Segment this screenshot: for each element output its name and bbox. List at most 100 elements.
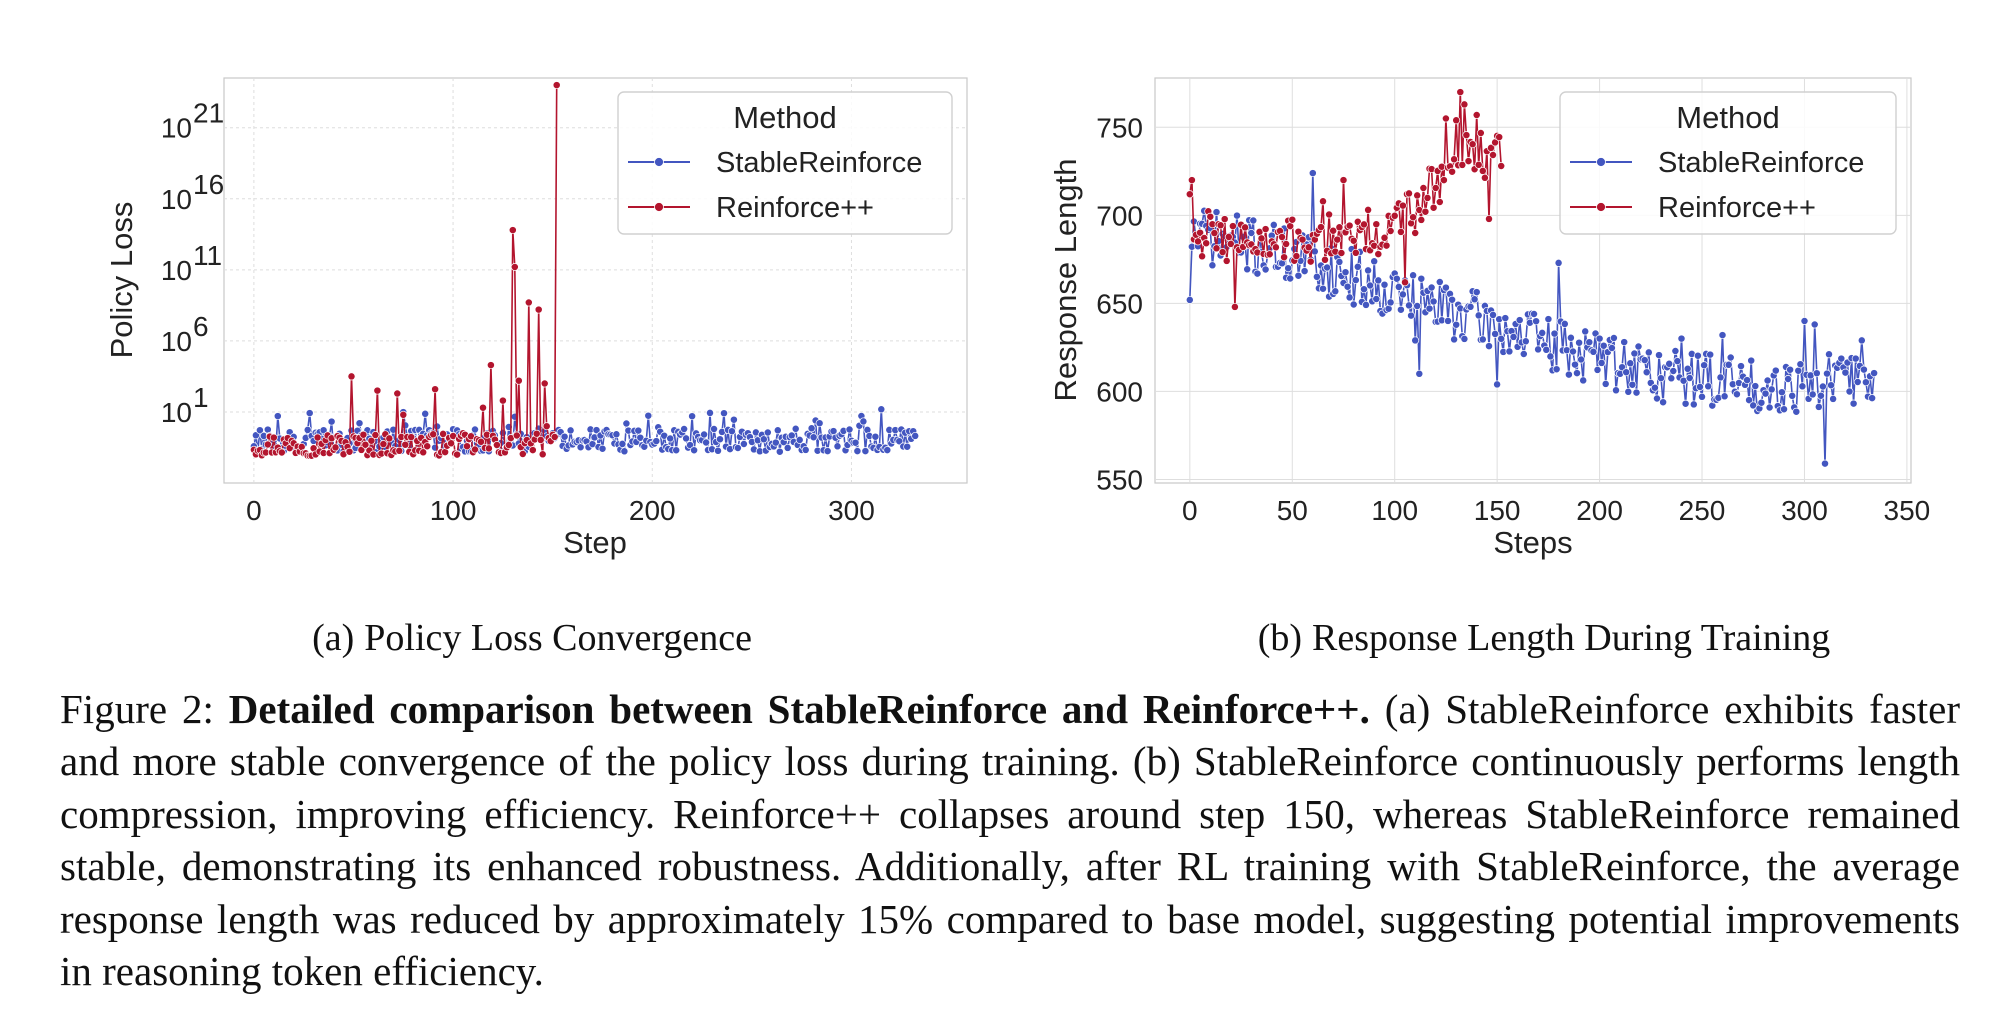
data-point-b — [1747, 356, 1756, 365]
data-point-b — [1452, 320, 1461, 329]
data-point-b — [1620, 338, 1629, 347]
data-point-b — [1405, 301, 1413, 310]
data-point-b — [1468, 140, 1477, 149]
data-point-b — [1353, 262, 1362, 271]
data-point-b — [1851, 354, 1860, 363]
data-point-a — [739, 440, 748, 448]
data-point-b — [1653, 394, 1661, 403]
data-point-a — [373, 386, 382, 395]
panel-b-response-length: 0 50 100 150 200 250 300 350 550 600 650 700 750 Ste… — [1048, 77, 1930, 659]
data-point-b — [1704, 382, 1713, 391]
data-point-a — [536, 435, 545, 444]
data-point-a — [492, 441, 501, 449]
data-point-a — [791, 424, 800, 433]
data-point-b — [1501, 314, 1510, 323]
data-point-b — [1757, 398, 1766, 407]
data-point-a — [851, 438, 860, 447]
data-point-b — [1698, 392, 1706, 401]
data-point-a — [829, 427, 838, 436]
data-point-b — [1732, 390, 1741, 399]
data-point-a — [528, 446, 537, 455]
data-point-a — [759, 435, 768, 444]
data-point-b — [1345, 293, 1354, 302]
data-point-b — [1398, 201, 1407, 210]
data-point-b — [1693, 351, 1702, 360]
data-point-a — [508, 226, 517, 235]
data-point-a — [566, 426, 575, 435]
data-point-a — [807, 424, 816, 433]
data-point-b — [1269, 220, 1278, 229]
y-tick-label-b: 750 — [1096, 112, 1143, 143]
data-point-b — [1466, 302, 1475, 311]
data-point-b — [1634, 342, 1643, 351]
data-point-b — [1837, 354, 1846, 363]
data-point-b — [1571, 360, 1579, 369]
data-point-b — [1823, 369, 1831, 378]
data-point-b — [1564, 370, 1573, 379]
data-point-a — [720, 409, 728, 418]
data-point-a — [399, 410, 408, 419]
data-point-b — [1230, 302, 1239, 311]
y-tick-exponent-a: 21 — [193, 98, 224, 129]
data-point-a — [534, 305, 543, 314]
data-point-b — [1706, 350, 1715, 359]
data-point-a — [592, 426, 601, 435]
data-point-b — [1345, 221, 1354, 230]
data-point-b — [1474, 311, 1483, 320]
data-point-b — [1609, 334, 1618, 342]
data-point-b — [1599, 341, 1608, 350]
data-point-b — [1644, 348, 1653, 357]
data-point-a — [479, 403, 487, 412]
data-point-b — [1794, 366, 1803, 375]
data-point-b — [1321, 255, 1329, 264]
data-point-a — [706, 408, 714, 417]
data-point-b — [1749, 401, 1758, 410]
data-point-b — [1509, 332, 1518, 341]
data-point-b — [1575, 338, 1584, 347]
data-point-a — [845, 425, 854, 434]
x-tick-label-b: 50 — [1277, 495, 1308, 526]
data-point-b — [1521, 337, 1530, 346]
legend-title-b: Method — [1676, 100, 1779, 135]
data-point-b — [1241, 223, 1250, 232]
data-point-a — [702, 438, 711, 447]
data-point-b — [1566, 333, 1575, 342]
data-point-b — [1261, 225, 1270, 234]
data-point-b — [1294, 271, 1303, 280]
data-point-b — [1415, 369, 1424, 378]
data-point-b — [1362, 300, 1370, 309]
data-point-a — [393, 389, 402, 398]
data-point-a — [714, 446, 722, 455]
data-point-b — [1671, 347, 1680, 355]
legend-title-a: Method — [733, 100, 836, 135]
data-point-b — [1351, 248, 1360, 257]
data-point-a — [690, 446, 699, 455]
data-point-b — [1198, 252, 1207, 261]
data-point-b — [1360, 220, 1368, 229]
data-point-b — [1331, 287, 1340, 296]
y-tick-label-a: 10 — [161, 113, 192, 144]
x-tick-label-a: 100 — [430, 495, 477, 526]
data-point-b — [1319, 197, 1327, 206]
data-point-b — [1554, 258, 1563, 267]
data-point-b — [1185, 190, 1194, 199]
data-point-b — [1317, 223, 1325, 232]
data-point-b — [1771, 366, 1780, 375]
data-point-a — [672, 446, 681, 455]
data-point-a — [419, 448, 428, 457]
data-point-b — [1534, 345, 1543, 354]
data-point-a — [423, 442, 432, 451]
data-point-b — [1429, 297, 1438, 306]
data-point-b — [1271, 243, 1280, 252]
data-point-a — [560, 432, 569, 441]
data-point-b — [1665, 359, 1674, 368]
y-tick-label-a: 10 — [161, 255, 192, 286]
y-tick-label-b: 650 — [1096, 288, 1143, 319]
data-point-a — [823, 447, 832, 456]
data-point-b — [1448, 167, 1457, 176]
series-group-b — [1185, 88, 1879, 468]
data-point-a — [680, 425, 689, 433]
data-point-b — [1667, 374, 1676, 383]
data-point-b — [1792, 407, 1801, 416]
